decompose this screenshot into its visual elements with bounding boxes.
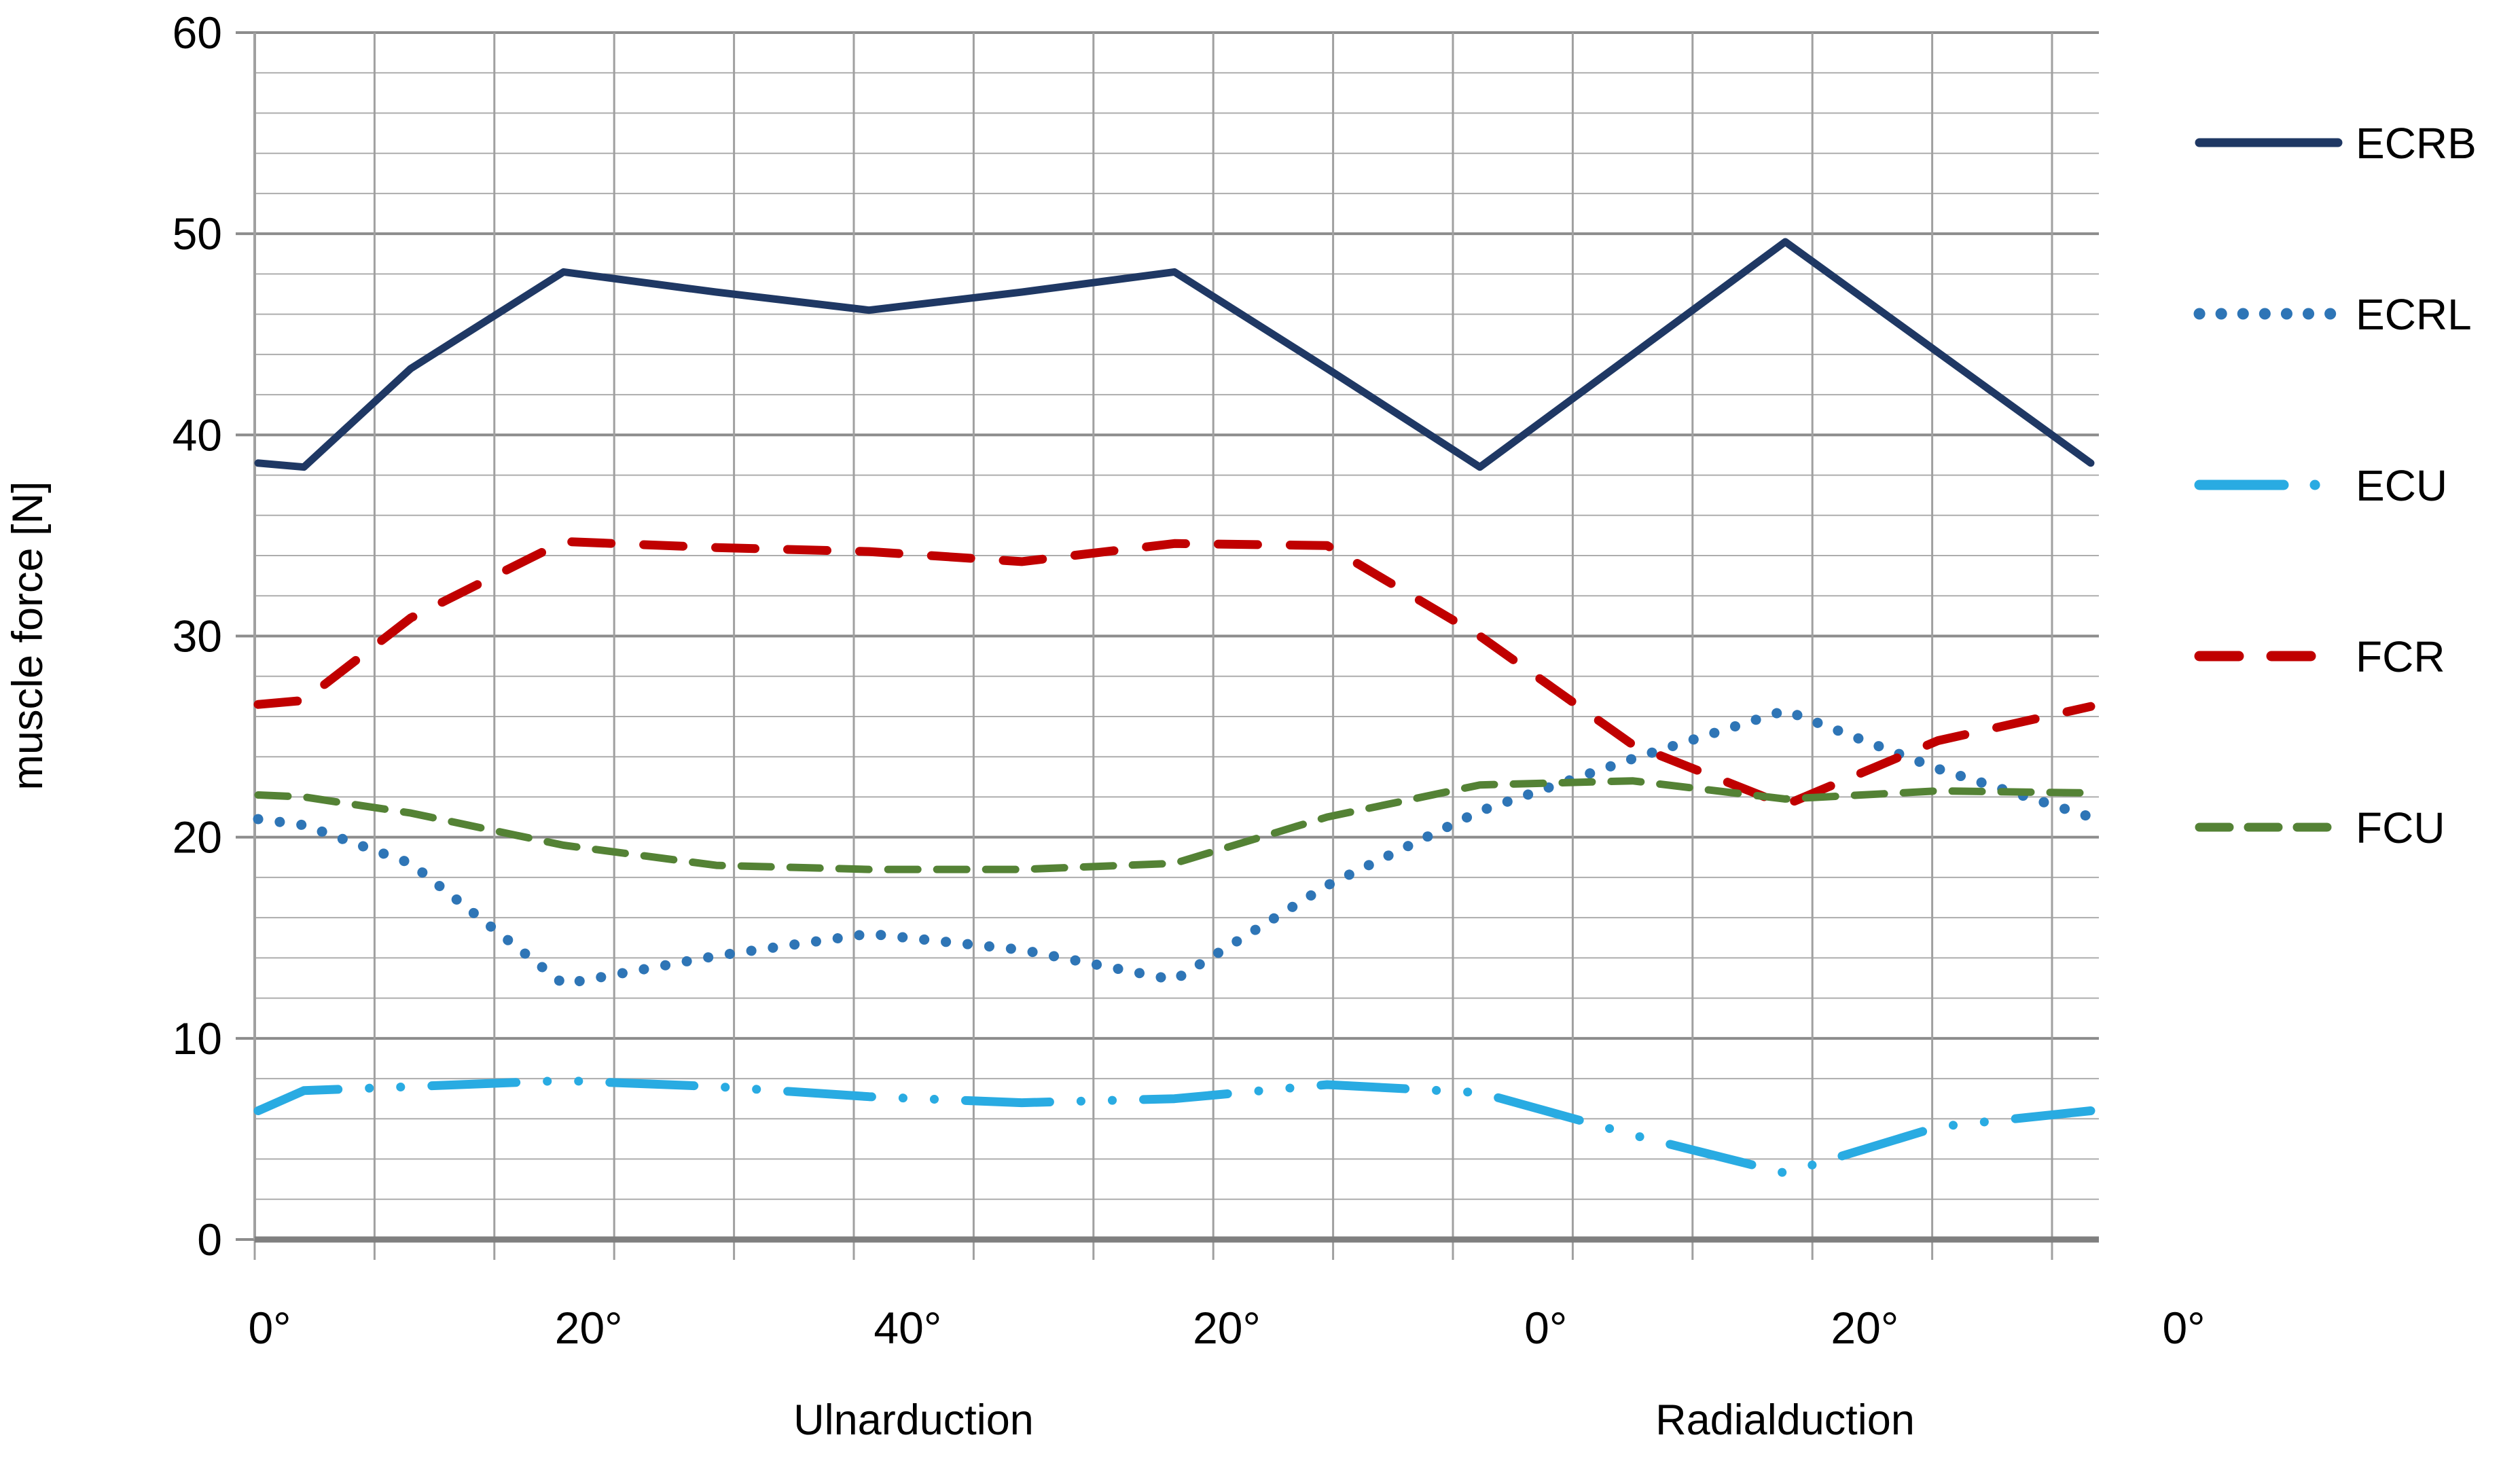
x-tick-label-1: 20° (555, 1303, 623, 1353)
y-tick-label-30: 30 (173, 611, 222, 662)
x-tick-label-3: 20° (1193, 1303, 1261, 1353)
x-tick-label-0: 0° (248, 1303, 291, 1353)
legend-item-fcu: FCU (2195, 803, 2445, 852)
series-line-ecu (253, 1076, 2095, 1178)
legend-item-ecrb: ECRB (2195, 119, 2477, 168)
y-tick-label-60: 60 (173, 7, 222, 58)
y-tick-label-10: 10 (173, 1013, 222, 1064)
series-line-fcu (254, 777, 2095, 873)
x-group-label-radialduction: Radialduction (1655, 1396, 1915, 1444)
y-tick-label-40: 40 (173, 410, 222, 460)
x-tick-label-6: 0° (2162, 1303, 2205, 1353)
y-axis-title: muscle force [N] (4, 481, 52, 790)
y-axis-tick-labels: 0 10 20 30 40 50 60 (173, 7, 222, 1265)
series-line-ecrb (254, 238, 2095, 471)
legend-label-ecrb: ECRB (2356, 119, 2477, 168)
gridlines-minor (255, 72, 2099, 1200)
legend-label-fcu: FCU (2356, 803, 2445, 852)
series-line-fcr (253, 537, 2095, 810)
y-tick-label-50: 50 (173, 209, 222, 259)
legend-item-ecu: ECU (2194, 461, 2447, 510)
x-tick-label-4: 0° (1524, 1303, 1567, 1353)
legend-label-fcr: FCR (2356, 632, 2445, 681)
legend-item-ecrl: ECRL (2193, 290, 2472, 339)
legend-label-ecu: ECU (2356, 461, 2447, 510)
legend-item-fcr: FCR (2194, 632, 2445, 681)
gridlines-vertical (373, 33, 2053, 1239)
x-tick-label-5: 20° (1831, 1303, 1899, 1353)
axes (236, 31, 2099, 1260)
series-lines (253, 238, 2096, 1178)
gridlines-major (255, 31, 2099, 1040)
y-tick-label-0: 0 (197, 1214, 222, 1265)
x-axis-tick-labels: 0° 20° 40° 20° 0° 20° 0° (248, 1303, 2205, 1353)
series-line-ecrl (253, 705, 2096, 990)
x-group-label-ulnarduction: Ulnarduction (793, 1396, 1034, 1444)
x-tick-label-2: 40° (874, 1303, 941, 1353)
legend-label-ecrl: ECRL (2356, 290, 2472, 339)
legend: ECRB ECRL ECU FCR FCU (2193, 119, 2477, 852)
y-tick-label-20: 20 (173, 812, 222, 863)
